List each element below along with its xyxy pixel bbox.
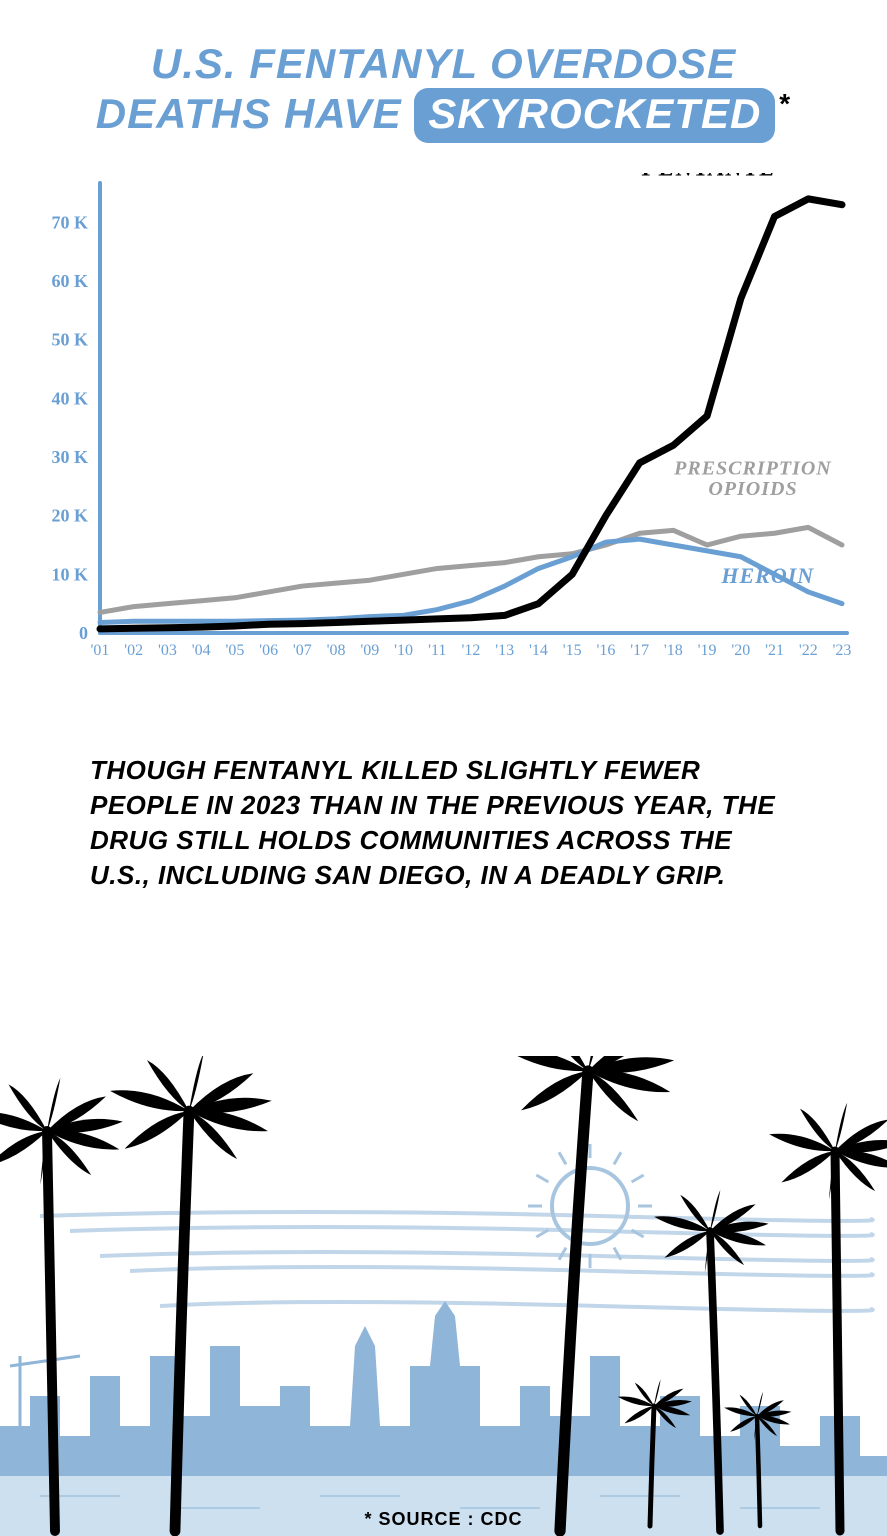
svg-text:'05: '05 [225, 642, 244, 659]
svg-text:PRESCRIPTION: PRESCRIPTION [673, 457, 832, 479]
svg-text:'19: '19 [698, 642, 717, 659]
svg-text:0: 0 [79, 623, 88, 643]
caption-text: Though fentanyl killed slightly fewer pe… [90, 753, 797, 893]
svg-text:40 K: 40 K [51, 388, 88, 408]
title-line2: Deaths Have Skyrocketed* [40, 88, 847, 142]
san-diego-scene [0, 1056, 887, 1536]
svg-text:'07: '07 [293, 642, 312, 659]
overdose-line-chart: 0 10 K 20 K 30 K 40 K 50 K 60 K 70 K '01 '02 '03 '0… [30, 173, 857, 673]
svg-text:OPIOIDS: OPIOIDS [708, 478, 797, 500]
page-title: U.S. Fentanyl Overdose Deaths Have Skyro… [0, 0, 887, 153]
svg-text:'13: '13 [495, 642, 514, 659]
source-prefix: * Source : [364, 1509, 480, 1529]
svg-text:'14: '14 [529, 642, 548, 659]
svg-text:'23: '23 [833, 642, 852, 659]
svg-text:20 K: 20 K [51, 505, 88, 525]
title-highlight: Skyrocketed [414, 88, 775, 142]
svg-text:'15: '15 [563, 642, 582, 659]
svg-text:HEROIN: HEROIN [720, 563, 814, 588]
svg-text:'02: '02 [124, 642, 143, 659]
svg-text:'21: '21 [765, 642, 784, 659]
svg-text:10 K: 10 K [51, 564, 88, 584]
title-line2-prefix: Deaths Have [96, 90, 414, 137]
svg-text:'18: '18 [664, 642, 683, 659]
svg-text:'11: '11 [428, 642, 446, 659]
svg-text:60 K: 60 K [51, 271, 88, 291]
svg-text:50 K: 50 K [51, 329, 88, 349]
svg-text:'10: '10 [394, 642, 413, 659]
svg-text:'12: '12 [462, 642, 481, 659]
svg-text:70 K: 70 K [51, 212, 88, 232]
svg-text:'03: '03 [158, 642, 177, 659]
source-footnote: * Source : CDC [0, 1509, 887, 1530]
title-asterisk: * [779, 88, 791, 119]
svg-text:30 K: 30 K [51, 447, 88, 467]
svg-text:'01: '01 [91, 642, 110, 659]
svg-text:'06: '06 [259, 642, 278, 659]
source-name: CDC [481, 1509, 523, 1529]
svg-text:'20: '20 [731, 642, 750, 659]
chart-svg: 0 10 K 20 K 30 K 40 K 50 K 60 K 70 K '01 '02 '03 '0… [30, 173, 857, 673]
svg-text:FENTANYL: FENTANYL [641, 173, 775, 181]
svg-text:'16: '16 [596, 642, 615, 659]
scene-svg [0, 1056, 887, 1536]
svg-text:'09: '09 [360, 642, 379, 659]
svg-text:'17: '17 [630, 642, 649, 659]
svg-text:'08: '08 [327, 642, 346, 659]
title-line1: U.S. Fentanyl Overdose [40, 40, 847, 88]
svg-text:'22: '22 [799, 642, 818, 659]
svg-text:'04: '04 [192, 642, 211, 659]
